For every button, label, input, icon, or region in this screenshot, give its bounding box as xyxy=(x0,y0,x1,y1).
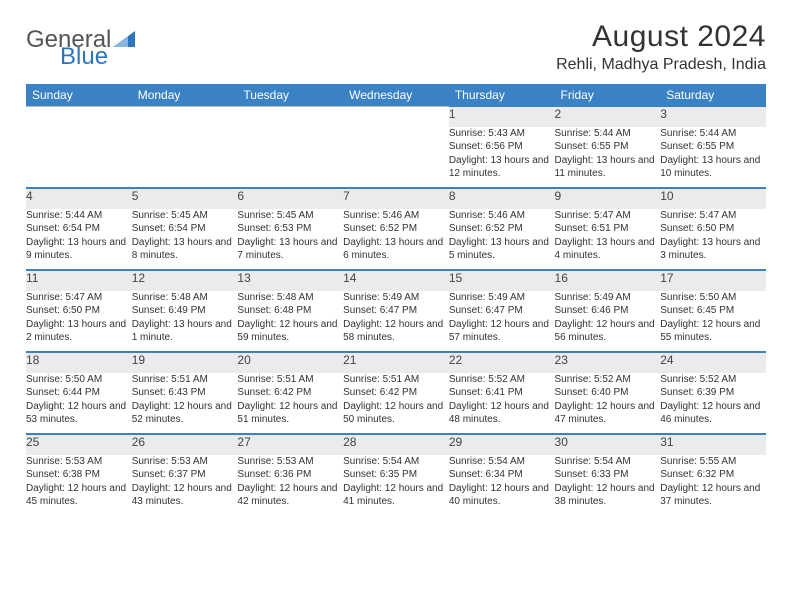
day-detail-cell xyxy=(343,127,449,187)
day-detail-cell: Sunrise: 5:54 AMSunset: 6:33 PMDaylight:… xyxy=(555,455,661,515)
day-number-row: 123 xyxy=(26,107,766,127)
day-detail-cell: Sunrise: 5:53 AMSunset: 6:38 PMDaylight:… xyxy=(26,455,132,515)
day-detail-cell: Sunrise: 5:46 AMSunset: 6:52 PMDaylight:… xyxy=(449,209,555,269)
location-subtitle: Rehli, Madhya Pradesh, India xyxy=(556,56,766,74)
day-number-cell: 23 xyxy=(555,353,661,373)
day-number-cell xyxy=(132,107,238,127)
day-number-cell: 31 xyxy=(660,435,766,455)
day-number-cell: 14 xyxy=(343,271,449,291)
day-detail-cell: Sunrise: 5:45 AMSunset: 6:54 PMDaylight:… xyxy=(132,209,238,269)
day-detail-cell xyxy=(237,127,343,187)
day-detail-cell: Sunrise: 5:45 AMSunset: 6:53 PMDaylight:… xyxy=(237,209,343,269)
day-detail-cell: Sunrise: 5:52 AMSunset: 6:40 PMDaylight:… xyxy=(555,373,661,433)
day-detail-cell: Sunrise: 5:54 AMSunset: 6:35 PMDaylight:… xyxy=(343,455,449,515)
calendar-table: SundayMondayTuesdayWednesdayThursdayFrid… xyxy=(26,84,766,515)
day-number-row: 18192021222324 xyxy=(26,353,766,373)
day-detail-cell: Sunrise: 5:53 AMSunset: 6:37 PMDaylight:… xyxy=(132,455,238,515)
day-detail-cell: Sunrise: 5:49 AMSunset: 6:46 PMDaylight:… xyxy=(555,291,661,351)
day-detail-cell: Sunrise: 5:44 AMSunset: 6:55 PMDaylight:… xyxy=(555,127,661,187)
day-number-row: 11121314151617 xyxy=(26,271,766,291)
day-detail-cell: Sunrise: 5:47 AMSunset: 6:50 PMDaylight:… xyxy=(660,209,766,269)
day-detail-row: Sunrise: 5:43 AMSunset: 6:56 PMDaylight:… xyxy=(26,127,766,187)
day-detail-cell xyxy=(26,127,132,187)
title-block: August 2024 Rehli, Madhya Pradesh, India xyxy=(556,20,766,74)
day-number-cell: 18 xyxy=(26,353,132,373)
day-number-cell: 11 xyxy=(26,271,132,291)
day-number-cell: 2 xyxy=(555,107,661,127)
calendar-weekday-header: SundayMondayTuesdayWednesdayThursdayFrid… xyxy=(26,84,766,107)
day-number-cell xyxy=(26,107,132,127)
weekday-header-cell: Wednesday xyxy=(343,84,449,107)
day-number-cell: 24 xyxy=(660,353,766,373)
weekday-header-cell: Thursday xyxy=(449,84,555,107)
day-detail-cell: Sunrise: 5:43 AMSunset: 6:56 PMDaylight:… xyxy=(449,127,555,187)
day-number-cell xyxy=(237,107,343,127)
calendar-body: 123Sunrise: 5:43 AMSunset: 6:56 PMDaylig… xyxy=(26,107,766,515)
day-number-row: 45678910 xyxy=(26,189,766,209)
day-detail-cell: Sunrise: 5:52 AMSunset: 6:39 PMDaylight:… xyxy=(660,373,766,433)
day-number-cell: 20 xyxy=(237,353,343,373)
day-number-cell: 8 xyxy=(449,189,555,209)
day-number-cell: 3 xyxy=(660,107,766,127)
day-number-cell: 22 xyxy=(449,353,555,373)
day-number-cell: 25 xyxy=(26,435,132,455)
day-number-cell: 27 xyxy=(237,435,343,455)
day-detail-cell: Sunrise: 5:52 AMSunset: 6:41 PMDaylight:… xyxy=(449,373,555,433)
day-number-cell: 26 xyxy=(132,435,238,455)
day-number-cell: 19 xyxy=(132,353,238,373)
day-detail-cell: Sunrise: 5:51 AMSunset: 6:42 PMDaylight:… xyxy=(343,373,449,433)
day-number-row: 25262728293031 xyxy=(26,435,766,455)
day-detail-row: Sunrise: 5:50 AMSunset: 6:44 PMDaylight:… xyxy=(26,373,766,433)
weekday-header-cell: Monday xyxy=(132,84,238,107)
day-number-cell: 21 xyxy=(343,353,449,373)
header: General August 2024 Rehli, Madhya Prades… xyxy=(26,20,766,74)
day-detail-cell: Sunrise: 5:50 AMSunset: 6:45 PMDaylight:… xyxy=(660,291,766,351)
day-detail-row: Sunrise: 5:44 AMSunset: 6:54 PMDaylight:… xyxy=(26,209,766,269)
day-detail-cell: Sunrise: 5:55 AMSunset: 6:32 PMDaylight:… xyxy=(660,455,766,515)
day-number-cell: 9 xyxy=(555,189,661,209)
day-number-cell: 10 xyxy=(660,189,766,209)
day-number-cell: 12 xyxy=(132,271,238,291)
weekday-header-cell: Saturday xyxy=(660,84,766,107)
day-number-cell: 13 xyxy=(237,271,343,291)
day-detail-cell: Sunrise: 5:48 AMSunset: 6:48 PMDaylight:… xyxy=(237,291,343,351)
day-detail-cell: Sunrise: 5:44 AMSunset: 6:54 PMDaylight:… xyxy=(26,209,132,269)
day-detail-cell: Sunrise: 5:51 AMSunset: 6:42 PMDaylight:… xyxy=(237,373,343,433)
brand-blue: Blue xyxy=(60,43,108,71)
brand-triangle-icon xyxy=(113,29,135,52)
weekday-header-cell: Sunday xyxy=(26,84,132,107)
month-title: August 2024 xyxy=(556,20,766,54)
day-detail-cell: Sunrise: 5:54 AMSunset: 6:34 PMDaylight:… xyxy=(449,455,555,515)
calendar-page: General August 2024 Rehli, Madhya Prades… xyxy=(0,0,792,612)
day-detail-cell: Sunrise: 5:49 AMSunset: 6:47 PMDaylight:… xyxy=(449,291,555,351)
day-number-cell: 4 xyxy=(26,189,132,209)
weekday-header-cell: Tuesday xyxy=(237,84,343,107)
day-detail-cell: Sunrise: 5:44 AMSunset: 6:55 PMDaylight:… xyxy=(660,127,766,187)
day-detail-cell xyxy=(132,127,238,187)
day-number-cell xyxy=(343,107,449,127)
day-detail-cell: Sunrise: 5:53 AMSunset: 6:36 PMDaylight:… xyxy=(237,455,343,515)
day-detail-cell: Sunrise: 5:47 AMSunset: 6:51 PMDaylight:… xyxy=(555,209,661,269)
day-detail-cell: Sunrise: 5:49 AMSunset: 6:47 PMDaylight:… xyxy=(343,291,449,351)
day-number-cell: 28 xyxy=(343,435,449,455)
day-number-cell: 7 xyxy=(343,189,449,209)
day-number-cell: 17 xyxy=(660,271,766,291)
day-number-cell: 29 xyxy=(449,435,555,455)
day-detail-cell: Sunrise: 5:47 AMSunset: 6:50 PMDaylight:… xyxy=(26,291,132,351)
day-number-cell: 6 xyxy=(237,189,343,209)
day-number-cell: 5 xyxy=(132,189,238,209)
day-detail-row: Sunrise: 5:53 AMSunset: 6:38 PMDaylight:… xyxy=(26,455,766,515)
weekday-header-cell: Friday xyxy=(555,84,661,107)
day-number-cell: 1 xyxy=(449,107,555,127)
day-detail-cell: Sunrise: 5:48 AMSunset: 6:49 PMDaylight:… xyxy=(132,291,238,351)
day-number-cell: 30 xyxy=(555,435,661,455)
day-detail-row: Sunrise: 5:47 AMSunset: 6:50 PMDaylight:… xyxy=(26,291,766,351)
day-number-cell: 15 xyxy=(449,271,555,291)
day-detail-cell: Sunrise: 5:51 AMSunset: 6:43 PMDaylight:… xyxy=(132,373,238,433)
day-number-cell: 16 xyxy=(555,271,661,291)
day-detail-cell: Sunrise: 5:50 AMSunset: 6:44 PMDaylight:… xyxy=(26,373,132,433)
day-detail-cell: Sunrise: 5:46 AMSunset: 6:52 PMDaylight:… xyxy=(343,209,449,269)
